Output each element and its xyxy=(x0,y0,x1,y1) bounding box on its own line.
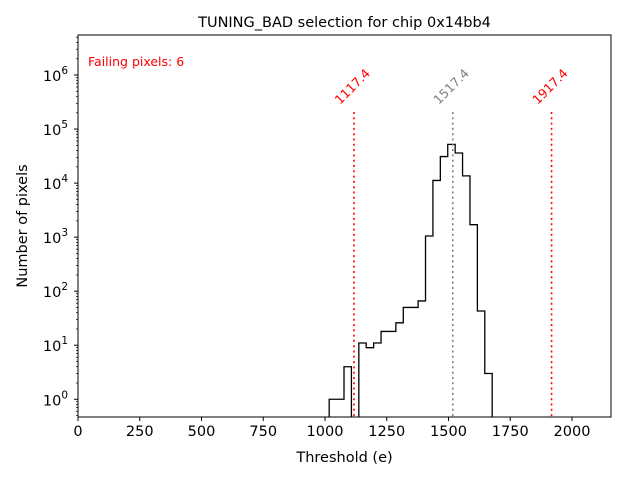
y-tick-label: 100 xyxy=(43,389,68,409)
x-tick-label: 1500 xyxy=(430,424,467,440)
y-tick-label: 101 xyxy=(43,335,68,355)
histogram-steps xyxy=(328,143,493,417)
axes-frame xyxy=(77,34,612,418)
x-tick-label: 1000 xyxy=(307,424,344,440)
x-tick-label: 250 xyxy=(126,424,154,440)
y-tick-label: 103 xyxy=(43,227,68,247)
x-tick-label: 1750 xyxy=(492,424,529,440)
failing-pixels-annotation: Failing pixels: 6 xyxy=(88,54,184,69)
x-tick-label: 500 xyxy=(188,424,216,440)
x-axis-label: Threshold (e) xyxy=(295,450,392,466)
x-tick-label: 0 xyxy=(73,424,82,440)
x-tick-label: 750 xyxy=(249,424,277,440)
y-tick-label: 104 xyxy=(43,173,68,193)
x-tick-label: 1250 xyxy=(368,424,405,440)
plot-area: 1117.4 1517.4 1917.40 250 500 750 1000 1250 1500… xyxy=(43,34,612,440)
chart-title: TUNING_BAD selection for chip 0x14bb4 xyxy=(197,15,491,31)
y-tick-label: 105 xyxy=(43,119,68,139)
y-tick-label: 102 xyxy=(43,281,68,301)
y-tick-label: 106 xyxy=(43,65,68,85)
y-axis-label: Number of pixels xyxy=(15,164,31,287)
x-tick-label: 2000 xyxy=(554,424,591,440)
